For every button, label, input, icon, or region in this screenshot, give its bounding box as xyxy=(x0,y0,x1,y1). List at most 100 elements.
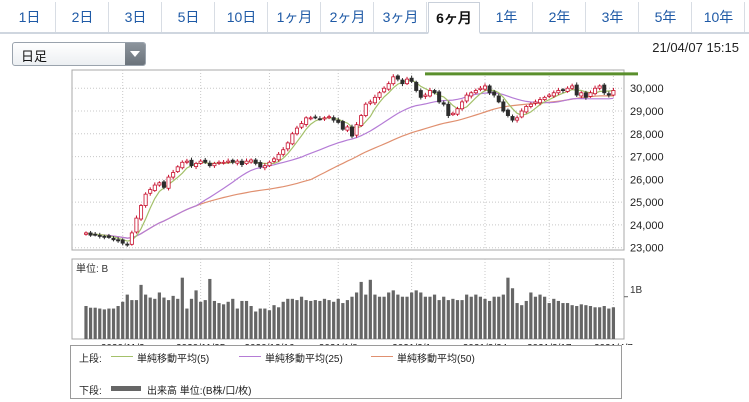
candle-body-101 xyxy=(547,94,552,97)
candle-body-48 xyxy=(304,117,309,125)
candle-body-95 xyxy=(519,110,524,118)
candle-body-77 xyxy=(437,91,442,103)
candle-body-110 xyxy=(588,92,593,97)
price-plot-area xyxy=(71,69,625,251)
candle-body-43 xyxy=(281,149,286,155)
candle-body-15 xyxy=(152,184,157,191)
volume-bar-32 xyxy=(231,298,235,339)
volume-bar-61 xyxy=(364,294,368,339)
x-tick-label-1: 2020/11/25 xyxy=(176,343,226,345)
legend-ma25-swatch xyxy=(239,356,261,357)
volume-bar-112 xyxy=(598,307,602,339)
volume-bar-30 xyxy=(221,304,226,339)
tab-1[interactable]: 2日 xyxy=(57,2,109,32)
candle-body-73 xyxy=(418,90,423,98)
candle-body-93 xyxy=(510,116,515,121)
volume-bar-71 xyxy=(410,292,414,339)
tab-0[interactable]: 1日 xyxy=(4,2,56,32)
tab-10[interactable]: 2年 xyxy=(534,2,586,32)
ma5-line xyxy=(85,79,614,242)
volume-bar-80 xyxy=(451,298,455,339)
candle-body-42 xyxy=(276,153,281,161)
legend: 上段: 単純移動平均(5) 単純移動平均(25) 単純移動平均(50) 下段: … xyxy=(70,345,622,399)
volume-bar-86 xyxy=(478,296,483,339)
candle-body-19 xyxy=(171,172,176,178)
candle-body-20 xyxy=(175,166,180,173)
timestamp: 21/04/07 15:15 xyxy=(652,40,739,55)
volume-unit-label: 単位: B xyxy=(76,262,109,275)
candle-body-30 xyxy=(221,161,226,164)
volume-bar-54 xyxy=(332,301,336,339)
volume-bar-1 xyxy=(88,307,93,339)
period-select[interactable]: 日足 xyxy=(12,42,146,66)
candle-body-102 xyxy=(551,92,556,97)
volume-bar-101 xyxy=(547,303,551,339)
volume-bar-49 xyxy=(309,300,313,339)
volume-tick-label: 1B xyxy=(630,285,643,296)
candle-body-49 xyxy=(308,117,313,120)
candle-body-4 xyxy=(102,235,107,238)
tab-2[interactable]: 3日 xyxy=(110,2,162,32)
candle-body-33 xyxy=(235,160,240,164)
volume-bar-89 xyxy=(492,296,496,339)
volume-bar-29 xyxy=(217,303,221,339)
candle-body-21 xyxy=(180,161,185,169)
candle-body-107 xyxy=(574,84,579,96)
volume-bar-68 xyxy=(396,294,400,339)
volume-bar-104 xyxy=(561,303,565,339)
volume-bar-50 xyxy=(313,300,317,339)
volume-bar-84 xyxy=(469,296,473,339)
candle-body-100 xyxy=(542,96,547,101)
candle-body-99 xyxy=(538,99,543,104)
candle-body-39 xyxy=(262,165,267,169)
candle-body-12 xyxy=(139,205,144,220)
volume-bar-45 xyxy=(290,298,294,339)
tab-9[interactable]: 1年 xyxy=(481,2,533,32)
candle-body-25 xyxy=(198,160,203,164)
candle-body-66 xyxy=(386,83,391,90)
candle-body-96 xyxy=(524,106,529,113)
candle-body-0 xyxy=(83,232,89,235)
volume-bar-108 xyxy=(579,304,583,339)
candle-body-31 xyxy=(226,160,231,163)
volume-bar-60 xyxy=(359,281,363,339)
volume-bar-97 xyxy=(529,292,533,339)
candle-body-106 xyxy=(570,85,575,89)
tab-12[interactable]: 5年 xyxy=(640,2,692,32)
volume-bar-96 xyxy=(524,300,528,339)
volume-bar-28 xyxy=(212,300,217,339)
tab-6[interactable]: 2ヶ月 xyxy=(322,2,374,32)
volume-bar-67 xyxy=(391,290,395,339)
tab-8[interactable]: 6ヶ月 xyxy=(428,2,480,34)
volume-bar-11 xyxy=(134,300,139,339)
tab-11[interactable]: 3年 xyxy=(587,2,639,32)
candle-body-27 xyxy=(207,162,212,167)
volume-bar-94 xyxy=(515,303,519,339)
period-tab-bar: 1日 2日 3日 5日 10日 1ヶ月 2ヶ月 3ヶ月 6ヶ月 1年 2年 3年 5年 10年 xyxy=(0,0,749,34)
candle-body-18 xyxy=(166,176,171,189)
x-tick-label-4: 2021/2/1 xyxy=(392,343,431,345)
volume-bar-41 xyxy=(272,305,276,339)
candle-body-8 xyxy=(120,239,125,244)
candle-body-60 xyxy=(359,115,364,126)
candle-body-109 xyxy=(583,92,588,98)
volume-bar-76 xyxy=(432,294,437,339)
tab-3[interactable]: 5日 xyxy=(163,2,215,32)
tab-4[interactable]: 10日 xyxy=(216,2,268,32)
candle-body-3 xyxy=(97,235,102,237)
legend-ma25-label: 単純移動平均(25) xyxy=(265,354,343,365)
tab-13[interactable]: 10年 xyxy=(693,2,745,32)
stock-chart: 23,000 24,000 25,000 26,000 27,000 28,000 29,0… xyxy=(71,69,664,345)
tab-5[interactable]: 1ヶ月 xyxy=(269,2,321,32)
volume-bar-12 xyxy=(139,284,143,339)
volume-bar-85 xyxy=(474,294,478,339)
candle-body-23 xyxy=(189,159,194,167)
candle-body-11 xyxy=(134,217,139,233)
volume-bar-44 xyxy=(286,298,290,339)
candle-body-84 xyxy=(469,92,474,97)
volume-bar-110 xyxy=(588,306,593,339)
tab-7[interactable]: 3ヶ月 xyxy=(375,2,427,32)
candle-body-58 xyxy=(349,126,355,137)
volume-bar-26 xyxy=(203,300,207,339)
x-tick-label-6: 2021/3/17 xyxy=(527,343,572,345)
